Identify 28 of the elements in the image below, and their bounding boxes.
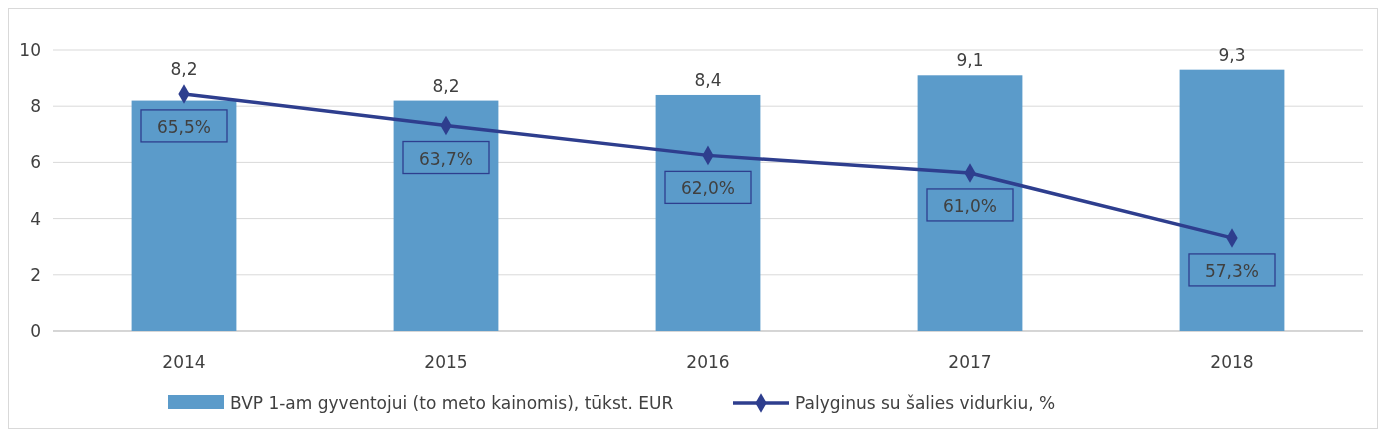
bar xyxy=(1179,69,1285,331)
x-tick-label: 2016 xyxy=(686,352,730,372)
bar xyxy=(655,94,761,331)
y-tick-label: 2 xyxy=(30,264,41,285)
data-label: 62,0% xyxy=(680,178,736,199)
data-label: 57,3% xyxy=(1204,260,1260,281)
data-label: 8,2 xyxy=(170,58,198,79)
data-label: 61,0% xyxy=(942,195,998,216)
y-tick-label: 4 xyxy=(30,208,41,229)
data-label: 9,1 xyxy=(956,50,984,71)
y-tick-label: 10 xyxy=(19,40,41,60)
y-tick-label: 8 xyxy=(30,96,41,117)
bar xyxy=(917,75,1023,331)
data-label: 65,5% xyxy=(156,116,212,137)
data-label: 8,2 xyxy=(432,75,460,96)
legend-label: Palyginus su šalies vidurkiu, % xyxy=(795,393,1056,413)
x-tick-label: 2014 xyxy=(162,352,206,372)
bar xyxy=(393,100,499,331)
y-tick-label: 0 xyxy=(30,321,41,341)
data-label: 63,7% xyxy=(418,148,474,169)
x-tick-label: 2017 xyxy=(948,352,992,372)
data-label: 8,4 xyxy=(694,69,722,90)
x-tick-label: 2015 xyxy=(424,352,468,372)
y-tick-label: 6 xyxy=(30,152,41,173)
data-label: 9,3 xyxy=(1218,44,1246,65)
x-tick-label: 2018 xyxy=(1210,352,1254,372)
legend-label: BVP 1-am gyventojui (to meto kainomis), tūkst. EUR xyxy=(230,393,674,413)
bar xyxy=(131,100,237,331)
